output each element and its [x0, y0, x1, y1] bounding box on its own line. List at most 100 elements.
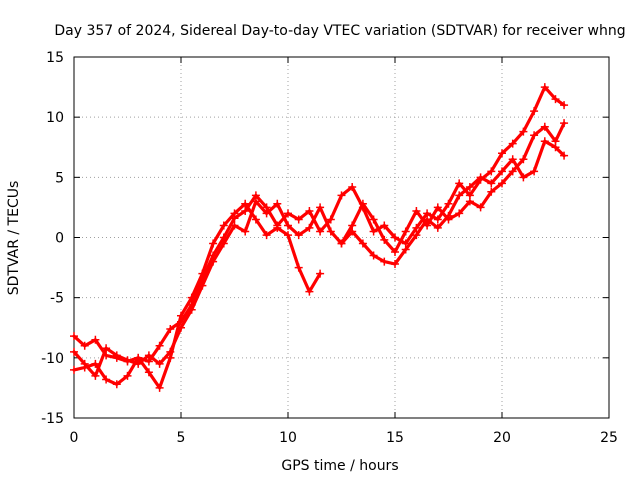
data-point	[80, 341, 89, 350]
data-point	[380, 221, 389, 230]
series-line-pass-3	[72, 121, 566, 378]
data-point	[284, 209, 292, 218]
data-point	[455, 191, 464, 200]
data-point	[166, 347, 175, 356]
data-point	[70, 332, 78, 341]
data-point	[134, 359, 143, 368]
data-point	[498, 179, 506, 188]
x-tick-label: 10	[279, 430, 297, 446]
data-point	[155, 359, 164, 368]
data-point	[380, 257, 389, 266]
x-tick-label: 20	[493, 430, 511, 446]
data-point	[391, 247, 399, 256]
data-point	[326, 227, 335, 236]
data-point	[444, 215, 453, 224]
data-point	[337, 191, 346, 200]
y-tick-label: -10	[41, 351, 64, 367]
data-point	[551, 95, 560, 104]
data-point	[198, 281, 207, 290]
data-point	[241, 207, 250, 216]
data-point	[209, 239, 218, 248]
data-point	[433, 203, 442, 212]
data-point	[401, 227, 410, 236]
data-point	[155, 383, 164, 392]
data-point	[294, 263, 303, 272]
data-point	[508, 139, 517, 148]
data-point	[70, 365, 78, 374]
data-point	[112, 351, 121, 360]
data-point	[91, 359, 100, 368]
data-point	[498, 149, 506, 158]
data-point	[348, 182, 357, 191]
y-tick-label: 15	[46, 50, 64, 66]
data-point	[401, 245, 410, 254]
data-point	[316, 227, 325, 236]
data-point	[560, 101, 569, 110]
data-point	[316, 203, 325, 212]
data-point	[540, 122, 549, 131]
data-point	[487, 187, 496, 196]
data-point	[284, 231, 292, 240]
data-point	[455, 209, 464, 218]
y-tick-label: 0	[55, 231, 64, 247]
data-point	[187, 293, 196, 302]
data-point	[519, 127, 528, 136]
x-tick-labels: 0 5 10 15 20 25	[70, 430, 618, 446]
data-point	[166, 324, 175, 333]
series-line-pass-2	[72, 139, 566, 390]
series-points-pass-3	[70, 119, 569, 380]
data-point	[358, 199, 367, 208]
x-axis-label: GPS time / hours	[281, 458, 398, 474]
data-point	[155, 341, 164, 350]
data-point	[209, 257, 218, 266]
series-line-pass-1	[72, 85, 566, 363]
data-point	[273, 223, 282, 232]
data-point	[251, 215, 260, 224]
data-point	[177, 323, 185, 332]
data-point	[219, 221, 228, 230]
data-point	[530, 107, 539, 116]
data-point	[305, 287, 314, 296]
data-point	[316, 269, 325, 278]
data-point	[540, 83, 549, 92]
data-point	[219, 239, 228, 248]
data-point	[91, 335, 100, 344]
x-tick-label: 25	[600, 430, 618, 446]
data-point	[530, 131, 539, 140]
data-point	[284, 221, 292, 230]
data-point	[251, 197, 260, 206]
data-point	[177, 311, 185, 320]
y-tick-labels: -15 -10 -5 0 5 10 15	[41, 50, 64, 427]
data-point	[241, 199, 250, 208]
data-point	[112, 380, 121, 389]
data-point	[144, 351, 153, 360]
data-point	[294, 215, 303, 224]
data-point	[102, 375, 111, 384]
data-point	[455, 179, 464, 188]
data-point	[412, 207, 421, 216]
data-point	[498, 167, 506, 176]
data-point	[273, 199, 282, 208]
data-point	[391, 259, 399, 268]
data-point	[433, 223, 442, 232]
data-point	[262, 209, 271, 218]
data-point	[476, 203, 485, 212]
data-point	[508, 167, 517, 176]
x-tick-label: 0	[70, 430, 79, 446]
data-point	[305, 207, 314, 216]
data-point	[187, 305, 196, 314]
data-series	[70, 83, 569, 392]
data-point	[348, 221, 357, 230]
data-point	[241, 227, 250, 236]
x-tick-label: 15	[386, 430, 404, 446]
data-point	[508, 155, 517, 164]
data-point	[294, 231, 303, 240]
data-point	[412, 223, 421, 232]
data-point	[80, 359, 89, 368]
data-point	[358, 239, 367, 248]
data-point	[230, 209, 239, 218]
data-point	[102, 344, 111, 353]
data-point	[380, 235, 389, 244]
data-point	[560, 119, 569, 128]
